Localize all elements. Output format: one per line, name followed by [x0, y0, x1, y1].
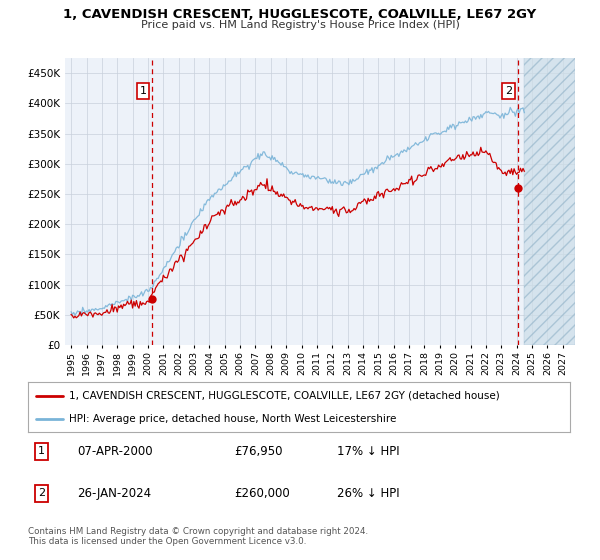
Text: 17% ↓ HPI: 17% ↓ HPI: [337, 445, 400, 458]
Text: 07-APR-2000: 07-APR-2000: [77, 445, 152, 458]
Text: 2: 2: [38, 488, 45, 498]
Text: 1, CAVENDISH CRESCENT, HUGGLESCOTE, COALVILLE, LE67 2GY (detached house): 1, CAVENDISH CRESCENT, HUGGLESCOTE, COAL…: [68, 390, 499, 400]
Text: £260,000: £260,000: [234, 487, 290, 500]
Text: Price paid vs. HM Land Registry's House Price Index (HPI): Price paid vs. HM Land Registry's House …: [140, 20, 460, 30]
Text: 1: 1: [139, 86, 146, 96]
Text: £76,950: £76,950: [234, 445, 283, 458]
Text: 26-JAN-2024: 26-JAN-2024: [77, 487, 151, 500]
Text: 26% ↓ HPI: 26% ↓ HPI: [337, 487, 400, 500]
Text: HPI: Average price, detached house, North West Leicestershire: HPI: Average price, detached house, Nort…: [68, 413, 396, 423]
Text: 2: 2: [505, 86, 512, 96]
Text: 1: 1: [38, 446, 45, 456]
Text: 1, CAVENDISH CRESCENT, HUGGLESCOTE, COALVILLE, LE67 2GY: 1, CAVENDISH CRESCENT, HUGGLESCOTE, COAL…: [64, 8, 536, 21]
Text: Contains HM Land Registry data © Crown copyright and database right 2024.
This d: Contains HM Land Registry data © Crown c…: [28, 526, 368, 546]
